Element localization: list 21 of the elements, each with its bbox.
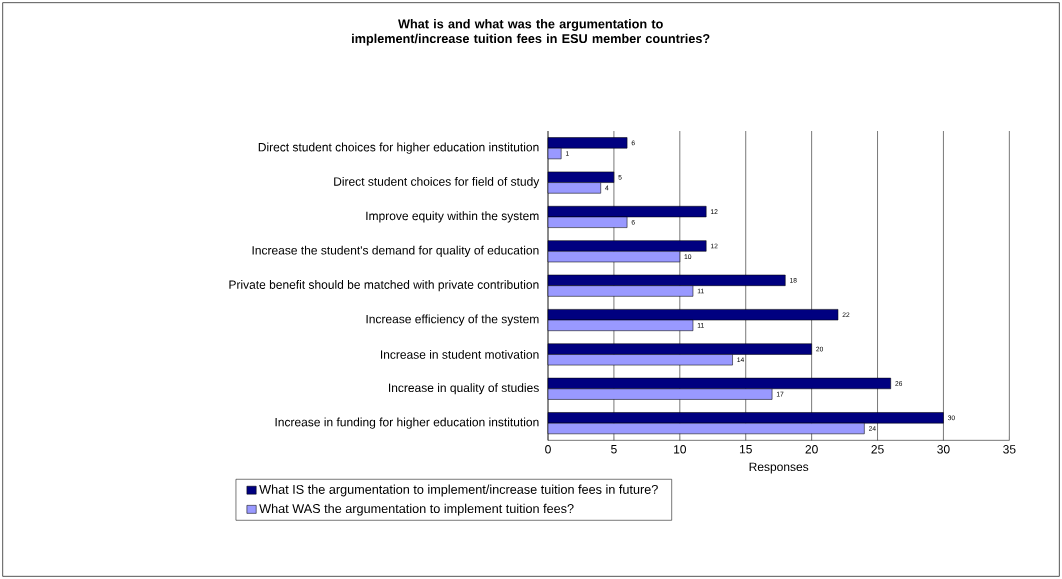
x-tick-label: 30 — [937, 445, 950, 454]
x-tick-label: 0 — [545, 445, 551, 454]
y-tick-label: Increase the student's demand for quality of education — [252, 245, 539, 257]
y-tick-label: Direct student choices for field of study — [334, 176, 540, 189]
y-tick-label: Increase in student motivation — [380, 350, 539, 359]
x-axis-title: Responses — [749, 462, 809, 474]
legend-label: What IS the argumentation to implement/increase tuition fees in future? — [259, 484, 658, 497]
x-tick-label: 35 — [1003, 445, 1016, 454]
y-tick-label: Increase efficiency of the system — [366, 314, 539, 326]
y-tick-label: Improve equity within the system — [366, 211, 539, 223]
x-tick-label: 10 — [674, 445, 687, 454]
legend-label: What WAS the argumentation to implement tuition fees? — [259, 503, 574, 516]
y-tick-label: Private benefit should be matched with private contribution — [229, 280, 539, 292]
x-tick-label: 25 — [871, 445, 884, 454]
y-tick-label: Direct student choices for higher education institution — [258, 142, 539, 154]
chart-title: What is and what was the argumentation to implement/increase tuition fees in ESU member countries? — [352, 19, 710, 46]
x-tick-label: 15 — [739, 445, 752, 454]
y-tick-label: Increase in quality of studies — [388, 383, 539, 395]
x-tick-label: 20 — [805, 445, 818, 454]
y-tick-label: Increase in funding for higher education institution — [275, 417, 539, 429]
x-tick-label: 5 — [611, 445, 617, 454]
